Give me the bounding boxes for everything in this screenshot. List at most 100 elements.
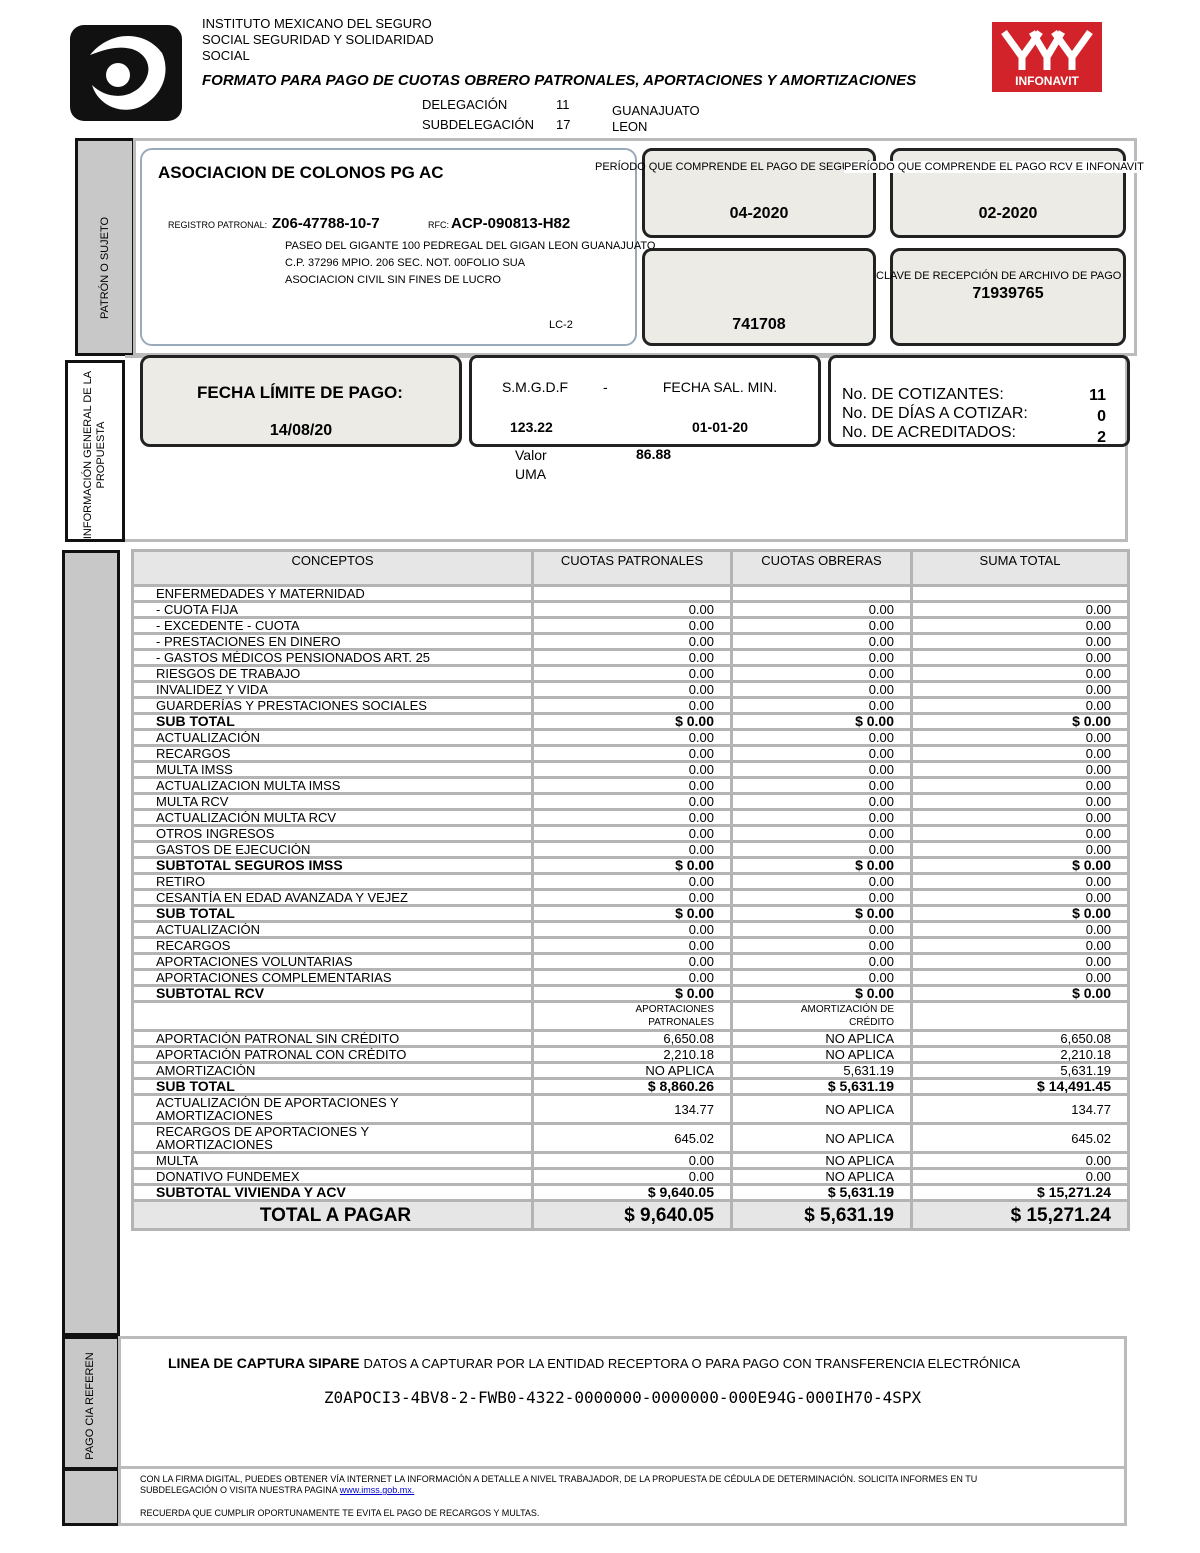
- value: 02-2020: [978, 205, 1038, 222]
- concept-cell: ACTUALIZACIÓN: [131, 920, 534, 939]
- table-row: ACTUALIZACIÓN MULTA RCV 0.00 0.00 0.00: [131, 808, 1130, 827]
- concept-cell: ACTUALIZACIÓN: [131, 728, 534, 747]
- value: 0: [1097, 408, 1106, 425]
- label: Valor UMA: [515, 447, 547, 482]
- value: 04-2020: [729, 205, 789, 222]
- amount-cell: $ 8,860.26: [531, 1077, 733, 1096]
- amount-cell: 0.00: [730, 840, 913, 859]
- amount-cell: $ 15,271.24: [910, 1183, 1130, 1202]
- folio-box: [642, 248, 876, 346]
- concept-cell: GUARDERÍAS Y PRESTACIONES SOCIALES: [131, 696, 534, 715]
- amount-cell: 5,631.19: [910, 1061, 1130, 1080]
- label: RFC:: [428, 220, 449, 230]
- label: PERÍODO QUE COMPRENDE EL PAGO RCV E INFO…: [844, 161, 1144, 173]
- frame: [133, 138, 1137, 356]
- table-row: CESANTÍA EN EDAD AVANZADA Y VEJEZ 0.00 0.0…: [131, 888, 1130, 907]
- amount-cell: NO APLICA: [730, 1167, 913, 1186]
- table-row: SUB TOTAL $ 8,860.26 $ 5,631.19 $ 14,491.45: [131, 1077, 1130, 1096]
- amount-cell: $ 0.00: [531, 712, 733, 731]
- amount-cell: [531, 584, 733, 603]
- institution-line: INSTITUTO MEXICANO DEL SEGURO: [202, 16, 432, 31]
- value: 123.22: [510, 419, 553, 435]
- amount-cell: NO APLICA: [730, 1151, 913, 1170]
- amount-cell: 0.00: [910, 632, 1130, 651]
- table-row: MULTA 0.00 NO APLICA 0.00: [131, 1151, 1130, 1170]
- table-row: GUARDERÍAS Y PRESTACIONES SOCIALES 0.00 0.…: [131, 696, 1130, 715]
- amount-cell: 0.00: [910, 1151, 1130, 1170]
- side-bar: [62, 1468, 120, 1526]
- amount-cell: 0.00: [730, 824, 913, 843]
- amount-cell: 0.00: [531, 776, 733, 795]
- amount-cell: 0.00: [730, 936, 913, 955]
- side-label: PATRÓN O SUJETO: [99, 216, 111, 320]
- amount-cell: 0.00: [730, 600, 913, 619]
- amount-cell: 0.00: [531, 808, 733, 827]
- amount-cell: 0.00: [910, 616, 1130, 635]
- concept-cell: APORTACIONES COMPLEMENTARIAS: [131, 968, 534, 987]
- amount-cell: 134.77: [531, 1093, 733, 1125]
- value: 14/08/20: [269, 422, 333, 439]
- label: No. DE COTIZANTES:: [842, 386, 1004, 403]
- amount-cell: NO APLICA: [730, 1029, 913, 1048]
- table-row: RETIRO 0.00 0.00 0.00: [131, 872, 1130, 891]
- amount-cell: 0.00: [910, 792, 1130, 811]
- address-line: C.P. 37296 MPIO. 206 SEC. NOT. 00FOLIO S…: [285, 257, 526, 269]
- amount-cell: 0.00: [910, 696, 1130, 715]
- label: No. DE ACREDITADOS:: [842, 424, 1016, 441]
- amount-cell: 0.00: [910, 936, 1130, 955]
- label: FECHA SAL. MIN.: [662, 379, 778, 395]
- label: FECHA LÍMITE DE PAGO:: [197, 383, 403, 402]
- amount-cell: 0.00: [531, 696, 733, 715]
- amount-cell: 0.00: [730, 920, 913, 939]
- table-row: APORTACIONES COMPLEMENTARIAS 0.00 0.00 0.00: [131, 968, 1130, 987]
- cell: [131, 1000, 534, 1032]
- period-box: [642, 148, 876, 238]
- note: CON LA FIRMA DIGITAL, PUEDES OBTENER VÍA…: [140, 1474, 980, 1496]
- table-row: - GASTOS MÉDICOS PENSIONADOS ART. 25 0.00…: [131, 648, 1130, 667]
- amount-cell: 0.00: [531, 952, 733, 971]
- value: 11: [1089, 387, 1106, 404]
- imss-logo: [70, 25, 182, 121]
- amount-cell: 0.00: [910, 760, 1130, 779]
- cuotas-table: CONCEPTOS CUOTAS PATRONALES CUOTAS OBRERAS…: [131, 549, 1130, 1231]
- concept-cell: RETIRO: [131, 872, 534, 891]
- concept-cell: TOTAL A PAGAR: [131, 1199, 534, 1231]
- amount-cell: 0.00: [910, 968, 1130, 987]
- concept-cell: OTROS INGRESOS: [131, 824, 534, 843]
- amount-cell: 0.00: [730, 696, 913, 715]
- amount-cell: 0.00: [531, 1167, 733, 1186]
- label: No. DE DÍAS A COTIZAR:: [842, 405, 1028, 422]
- concept-cell: ACTUALIZACIÓN DE APORTACIONES Y AMORTIZA…: [131, 1093, 534, 1125]
- value: 86.88: [636, 446, 672, 462]
- subheader-row: APORTACIONES PATRONALES AMORTIZACIÓN DE C…: [131, 1000, 1130, 1032]
- concept-cell: AMORTIZACIÓN: [131, 1061, 534, 1080]
- amount-cell: 0.00: [730, 808, 913, 827]
- amount-cell: 0.00: [531, 936, 733, 955]
- amount-cell: 0.00: [730, 760, 913, 779]
- concept-cell: SUB TOTAL: [131, 712, 534, 731]
- amount-cell: 0.00: [531, 648, 733, 667]
- amount-cell: 0.00: [910, 952, 1130, 971]
- value: Z06-47788-10-7: [272, 215, 380, 232]
- concept-cell: SUB TOTAL: [131, 904, 534, 923]
- concept-cell: ACTUALIZACIÓN MULTA RCV: [131, 808, 534, 827]
- amount-cell: 0.00: [910, 648, 1130, 667]
- amount-cell: 645.02: [910, 1122, 1130, 1154]
- concept-cell: APORTACIONES VOLUNTARIAS: [131, 952, 534, 971]
- label: PERÍODO QUE COMPRENDE EL PAGO DE SEGURO …: [595, 161, 897, 173]
- amount-cell: $ 14,491.45: [910, 1077, 1130, 1096]
- side-bar: [65, 360, 125, 542]
- concept-cell: APORTACIÓN PATRONAL SIN CRÉDITO: [131, 1029, 534, 1048]
- amount-cell: 0.00: [730, 792, 913, 811]
- infonavit-logo: INFONAVIT: [992, 22, 1102, 92]
- patron-box: [140, 148, 637, 346]
- link[interactable]: www.imss.gob.mx.: [339, 1485, 415, 1495]
- amount-cell: 0.00: [730, 632, 913, 651]
- concept-cell: RIESGOS DE TRABAJO: [131, 664, 534, 683]
- amount-cell: $ 0.00: [531, 904, 733, 923]
- table-row: SUBTOTAL RCV $ 0.00 $ 0.00 $ 0.00: [131, 984, 1130, 1003]
- amount-cell: $ 0.00: [730, 904, 913, 923]
- amount-cell: NO APLICA: [730, 1093, 913, 1125]
- logo-text: INFONAVIT: [1015, 74, 1079, 88]
- amount-cell: NO APLICA: [531, 1061, 733, 1080]
